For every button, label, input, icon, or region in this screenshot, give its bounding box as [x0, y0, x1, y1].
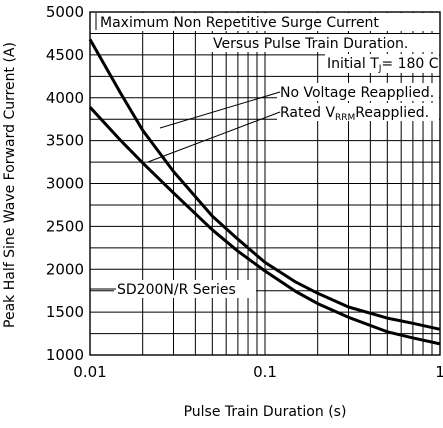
- y-tick-label: 3500: [46, 132, 84, 150]
- y-tick-label: 5000: [46, 3, 84, 21]
- y-tick-label: 4000: [46, 89, 84, 107]
- y-tick-label: 2000: [46, 260, 84, 278]
- x-tick-label: 0.1: [253, 363, 277, 381]
- y-tick-label: 1500: [46, 303, 84, 321]
- annotation-title-line2: Versus Pulse Train Duration.: [213, 36, 408, 52]
- x-tick-label: 0.01: [73, 363, 106, 381]
- annotation-condition: Initial TJ= 180 C: [327, 56, 439, 74]
- x-tick-label: 1: [435, 363, 443, 381]
- y-axis-label: Peak Half Sine Wave Forward Current (A): [2, 42, 18, 328]
- y-tick-label: 3000: [46, 175, 84, 193]
- annotation-no-voltage: No Voltage Reapplied.: [280, 85, 434, 101]
- y-tick-label: 2500: [46, 217, 84, 235]
- y-tick-label: 1000: [46, 346, 84, 364]
- rated-prefix: Rated V: [280, 105, 335, 121]
- x-axis-label: Pulse Train Duration (s): [184, 404, 347, 420]
- annotation-rated: Rated VRRMReapplied.: [280, 105, 429, 123]
- annotation-title-line1: Maximum Non Repetitive Surge Current: [100, 15, 379, 31]
- condition-prefix: Initial T: [327, 56, 379, 72]
- rated-suffix: Reapplied.: [355, 105, 429, 121]
- condition-suffix: = 180 C: [381, 56, 438, 72]
- annotation-series-label: SD200N/R Series: [117, 282, 236, 298]
- y-tick-label: 4500: [46, 46, 84, 64]
- rated-subscript: RRM: [335, 113, 355, 123]
